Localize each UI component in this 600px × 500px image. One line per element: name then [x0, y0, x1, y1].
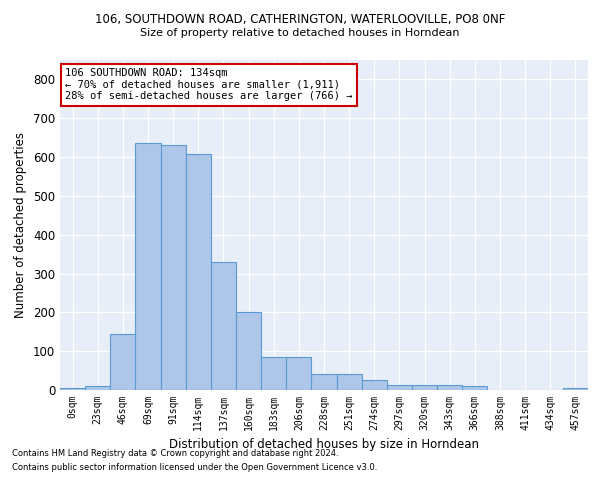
Text: Size of property relative to detached houses in Horndean: Size of property relative to detached ho…	[140, 28, 460, 38]
Bar	[362, 380, 387, 390]
Bar	[337, 374, 362, 390]
Text: Contains public sector information licensed under the Open Government Licence v3: Contains public sector information licen…	[12, 464, 377, 472]
Bar	[236, 312, 261, 390]
Text: 106, SOUTHDOWN ROAD, CATHERINGTON, WATERLOOVILLE, PO8 0NF: 106, SOUTHDOWN ROAD, CATHERINGTON, WATER…	[95, 12, 505, 26]
Text: Contains HM Land Registry data © Crown copyright and database right 2024.: Contains HM Land Registry data © Crown c…	[12, 448, 338, 458]
Bar	[60, 388, 85, 390]
Bar	[261, 357, 286, 390]
Bar	[85, 386, 110, 390]
Bar	[437, 386, 462, 390]
Bar	[462, 386, 487, 390]
Bar	[286, 357, 311, 390]
Bar	[412, 386, 437, 390]
Bar	[186, 154, 211, 390]
Y-axis label: Number of detached properties: Number of detached properties	[14, 132, 28, 318]
Bar	[110, 334, 136, 390]
Bar	[136, 142, 161, 390]
X-axis label: Distribution of detached houses by size in Horndean: Distribution of detached houses by size …	[169, 438, 479, 452]
Bar	[161, 146, 186, 390]
Bar	[563, 388, 588, 390]
Text: 106 SOUTHDOWN ROAD: 134sqm
← 70% of detached houses are smaller (1,911)
28% of s: 106 SOUTHDOWN ROAD: 134sqm ← 70% of deta…	[65, 68, 353, 102]
Bar	[311, 374, 337, 390]
Bar	[387, 386, 412, 390]
Bar	[211, 262, 236, 390]
